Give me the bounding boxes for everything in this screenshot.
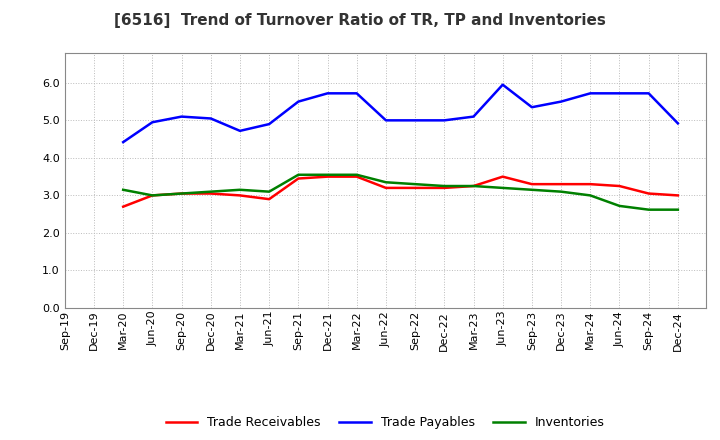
Inventories — [148, 193, 157, 198]
Trade Payables — [294, 99, 302, 104]
Trade Payables — [586, 91, 595, 96]
Trade Payables — [498, 82, 507, 87]
Trade Payables — [119, 139, 127, 145]
Trade Receivables — [644, 191, 653, 196]
Trade Payables — [352, 91, 361, 96]
Trade Payables — [440, 118, 449, 123]
Line: Trade Payables: Trade Payables — [123, 84, 678, 142]
Inventories — [673, 207, 682, 213]
Trade Receivables — [148, 193, 157, 198]
Trade Payables — [411, 118, 420, 123]
Inventories — [528, 187, 536, 192]
Trade Payables — [235, 128, 244, 133]
Trade Receivables — [498, 174, 507, 179]
Line: Inventories: Inventories — [123, 175, 678, 210]
Trade Payables — [673, 121, 682, 126]
Inventories — [207, 189, 215, 194]
Inventories — [382, 180, 390, 185]
Inventories — [119, 187, 127, 192]
Trade Receivables — [673, 193, 682, 198]
Trade Receivables — [207, 191, 215, 196]
Inventories — [586, 193, 595, 198]
Trade Payables — [528, 105, 536, 110]
Inventories — [469, 183, 478, 189]
Trade Receivables — [382, 185, 390, 191]
Inventories — [411, 182, 420, 187]
Trade Receivables — [528, 182, 536, 187]
Inventories — [177, 191, 186, 196]
Trade Receivables — [265, 197, 274, 202]
Trade Receivables — [235, 193, 244, 198]
Inventories — [294, 172, 302, 177]
Inventories — [440, 183, 449, 189]
Trade Receivables — [177, 191, 186, 196]
Trade Payables — [469, 114, 478, 119]
Inventories — [265, 189, 274, 194]
Trade Receivables — [469, 183, 478, 189]
Trade Payables — [557, 99, 565, 104]
Trade Receivables — [411, 185, 420, 191]
Trade Payables — [323, 91, 332, 96]
Inventories — [615, 203, 624, 209]
Inventories — [235, 187, 244, 192]
Trade Receivables — [615, 183, 624, 189]
Line: Trade Receivables: Trade Receivables — [123, 176, 678, 207]
Trade Payables — [207, 116, 215, 121]
Trade Payables — [177, 114, 186, 119]
Trade Receivables — [352, 174, 361, 179]
Trade Receivables — [323, 174, 332, 179]
Inventories — [323, 172, 332, 177]
Trade Payables — [644, 91, 653, 96]
Legend: Trade Receivables, Trade Payables, Inventories: Trade Receivables, Trade Payables, Inven… — [161, 411, 610, 434]
Trade Payables — [615, 91, 624, 96]
Trade Receivables — [586, 182, 595, 187]
Text: [6516]  Trend of Turnover Ratio of TR, TP and Inventories: [6516] Trend of Turnover Ratio of TR, TP… — [114, 13, 606, 28]
Inventories — [644, 207, 653, 213]
Trade Payables — [382, 118, 390, 123]
Inventories — [498, 185, 507, 191]
Trade Payables — [148, 120, 157, 125]
Trade Payables — [265, 121, 274, 127]
Inventories — [557, 189, 565, 194]
Trade Receivables — [294, 176, 302, 181]
Trade Receivables — [557, 182, 565, 187]
Trade Receivables — [440, 185, 449, 191]
Trade Receivables — [119, 204, 127, 209]
Inventories — [352, 172, 361, 177]
